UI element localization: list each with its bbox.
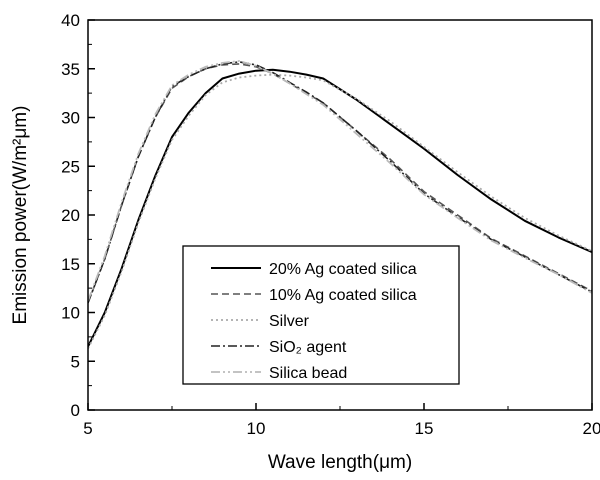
y-tick-label: 15 [61, 255, 80, 274]
legend-label: Silica bead [269, 365, 347, 382]
x-tick-label: 20 [583, 419, 600, 438]
y-tick-label: 40 [61, 11, 80, 30]
y-tick-label: 35 [61, 60, 80, 79]
series-line-4 [88, 61, 592, 304]
x-tick-label: 5 [83, 419, 92, 438]
legend-label: SiO₂ agent [269, 339, 347, 356]
series-line-1 [88, 68, 592, 348]
y-axis-title: Emission power(W/m²μm) [10, 106, 31, 325]
legend: 20% Ag coated silica 10% Ag coated silica… [182, 245, 460, 385]
x-axis: 5 10 15 20 [83, 403, 600, 438]
series-line-3 [88, 73, 592, 350]
legend-label: Silver [269, 313, 310, 330]
y-tick-label: 25 [61, 157, 80, 176]
y-tick-label: 0 [71, 401, 80, 420]
y-tick-label: 5 [71, 352, 80, 371]
series-line-2 [88, 63, 592, 304]
y-tick-label: 20 [61, 206, 80, 225]
y-tick-label: 10 [61, 304, 80, 323]
series-layer [88, 60, 592, 350]
x-axis-title: Wave length(μm) [268, 452, 412, 473]
y-axis: 0 5 10 15 20 25 30 35 40 [61, 11, 95, 420]
x-tick-label: 15 [415, 419, 434, 438]
legend-label: 20% Ag coated silica [269, 261, 417, 278]
series-line-5 [88, 60, 592, 302]
y-tick-label: 30 [61, 109, 80, 128]
x-tick-label: 10 [247, 419, 266, 438]
legend-label: 10% Ag coated silica [269, 287, 417, 304]
